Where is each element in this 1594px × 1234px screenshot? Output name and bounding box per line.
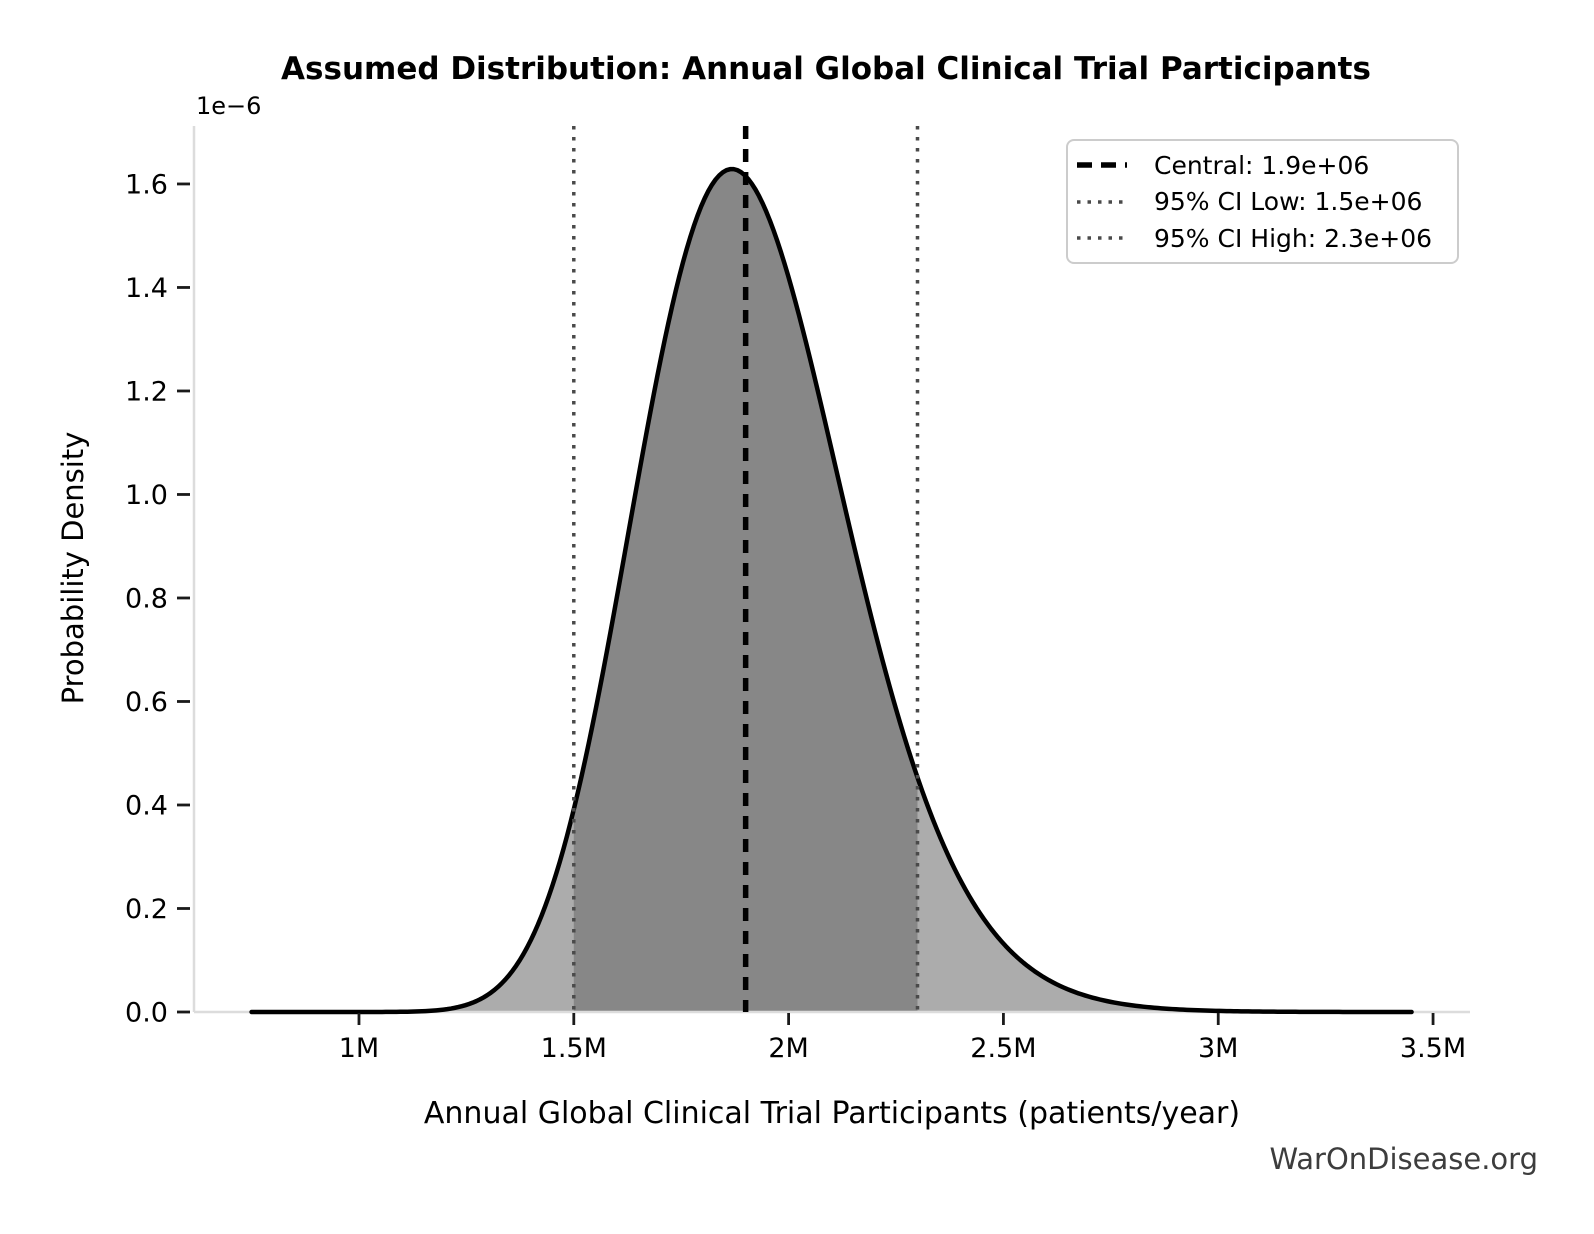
y-tick-label: 0.4 bbox=[125, 790, 168, 821]
y-tick-label: 0.2 bbox=[125, 894, 168, 925]
legend-label-ci-low: 95% CI Low: 1.5e+06 bbox=[1154, 187, 1423, 216]
legend-item-ci-low: 95% CI Low: 1.5e+06 bbox=[1076, 187, 1457, 216]
legend-central-dashed-line-sample bbox=[1077, 162, 1127, 168]
legend: Central: 1.9e+06 95% CI Low: 1.5e+06 95%… bbox=[1066, 139, 1459, 264]
density-curve bbox=[249, 166, 1414, 1015]
watermark: WarOnDisease.org bbox=[1269, 1142, 1538, 1176]
x-tick-label: 1.5M bbox=[541, 1033, 607, 1064]
legend-item-ci-high: 95% CI High: 2.3e+06 bbox=[1076, 224, 1457, 253]
y-tick-label: 1.2 bbox=[125, 376, 168, 407]
y-axis-offset-label: 1e−6 bbox=[196, 92, 262, 120]
x-axis-label: Annual Global Clinical Trial Participant… bbox=[423, 1096, 1241, 1131]
x-tick-label: 2.5M bbox=[970, 1033, 1036, 1064]
y-axis-label: Probability Density bbox=[56, 431, 90, 705]
x-tick-label: 2M bbox=[768, 1033, 808, 1064]
chart-title: Assumed Distribution: Annual Global Clin… bbox=[281, 51, 1371, 87]
y-tick-label: 1.6 bbox=[125, 169, 168, 200]
legend-ci-high-dotted-line-sample bbox=[1077, 236, 1127, 240]
legend-ci-low-dotted-line-sample bbox=[1077, 199, 1127, 204]
x-tick-label: 3.5M bbox=[1400, 1033, 1466, 1064]
legend-label-central: Central: 1.9e+06 bbox=[1154, 150, 1370, 180]
legend-item-central: Central: 1.9e+06 bbox=[1076, 151, 1457, 180]
x-tick-label: 1M bbox=[339, 1033, 379, 1064]
y-tick-label: 0.6 bbox=[125, 687, 168, 718]
y-tick-label: 0.8 bbox=[125, 583, 168, 614]
y-tick-label: 1.0 bbox=[125, 480, 168, 511]
y-tick-label: 1.4 bbox=[125, 273, 168, 304]
legend-label-ci-high: 95% CI High: 2.3e+06 bbox=[1154, 223, 1433, 253]
x-tick-label: 3M bbox=[1198, 1033, 1238, 1064]
y-tick-label: 0.0 bbox=[125, 998, 168, 1029]
